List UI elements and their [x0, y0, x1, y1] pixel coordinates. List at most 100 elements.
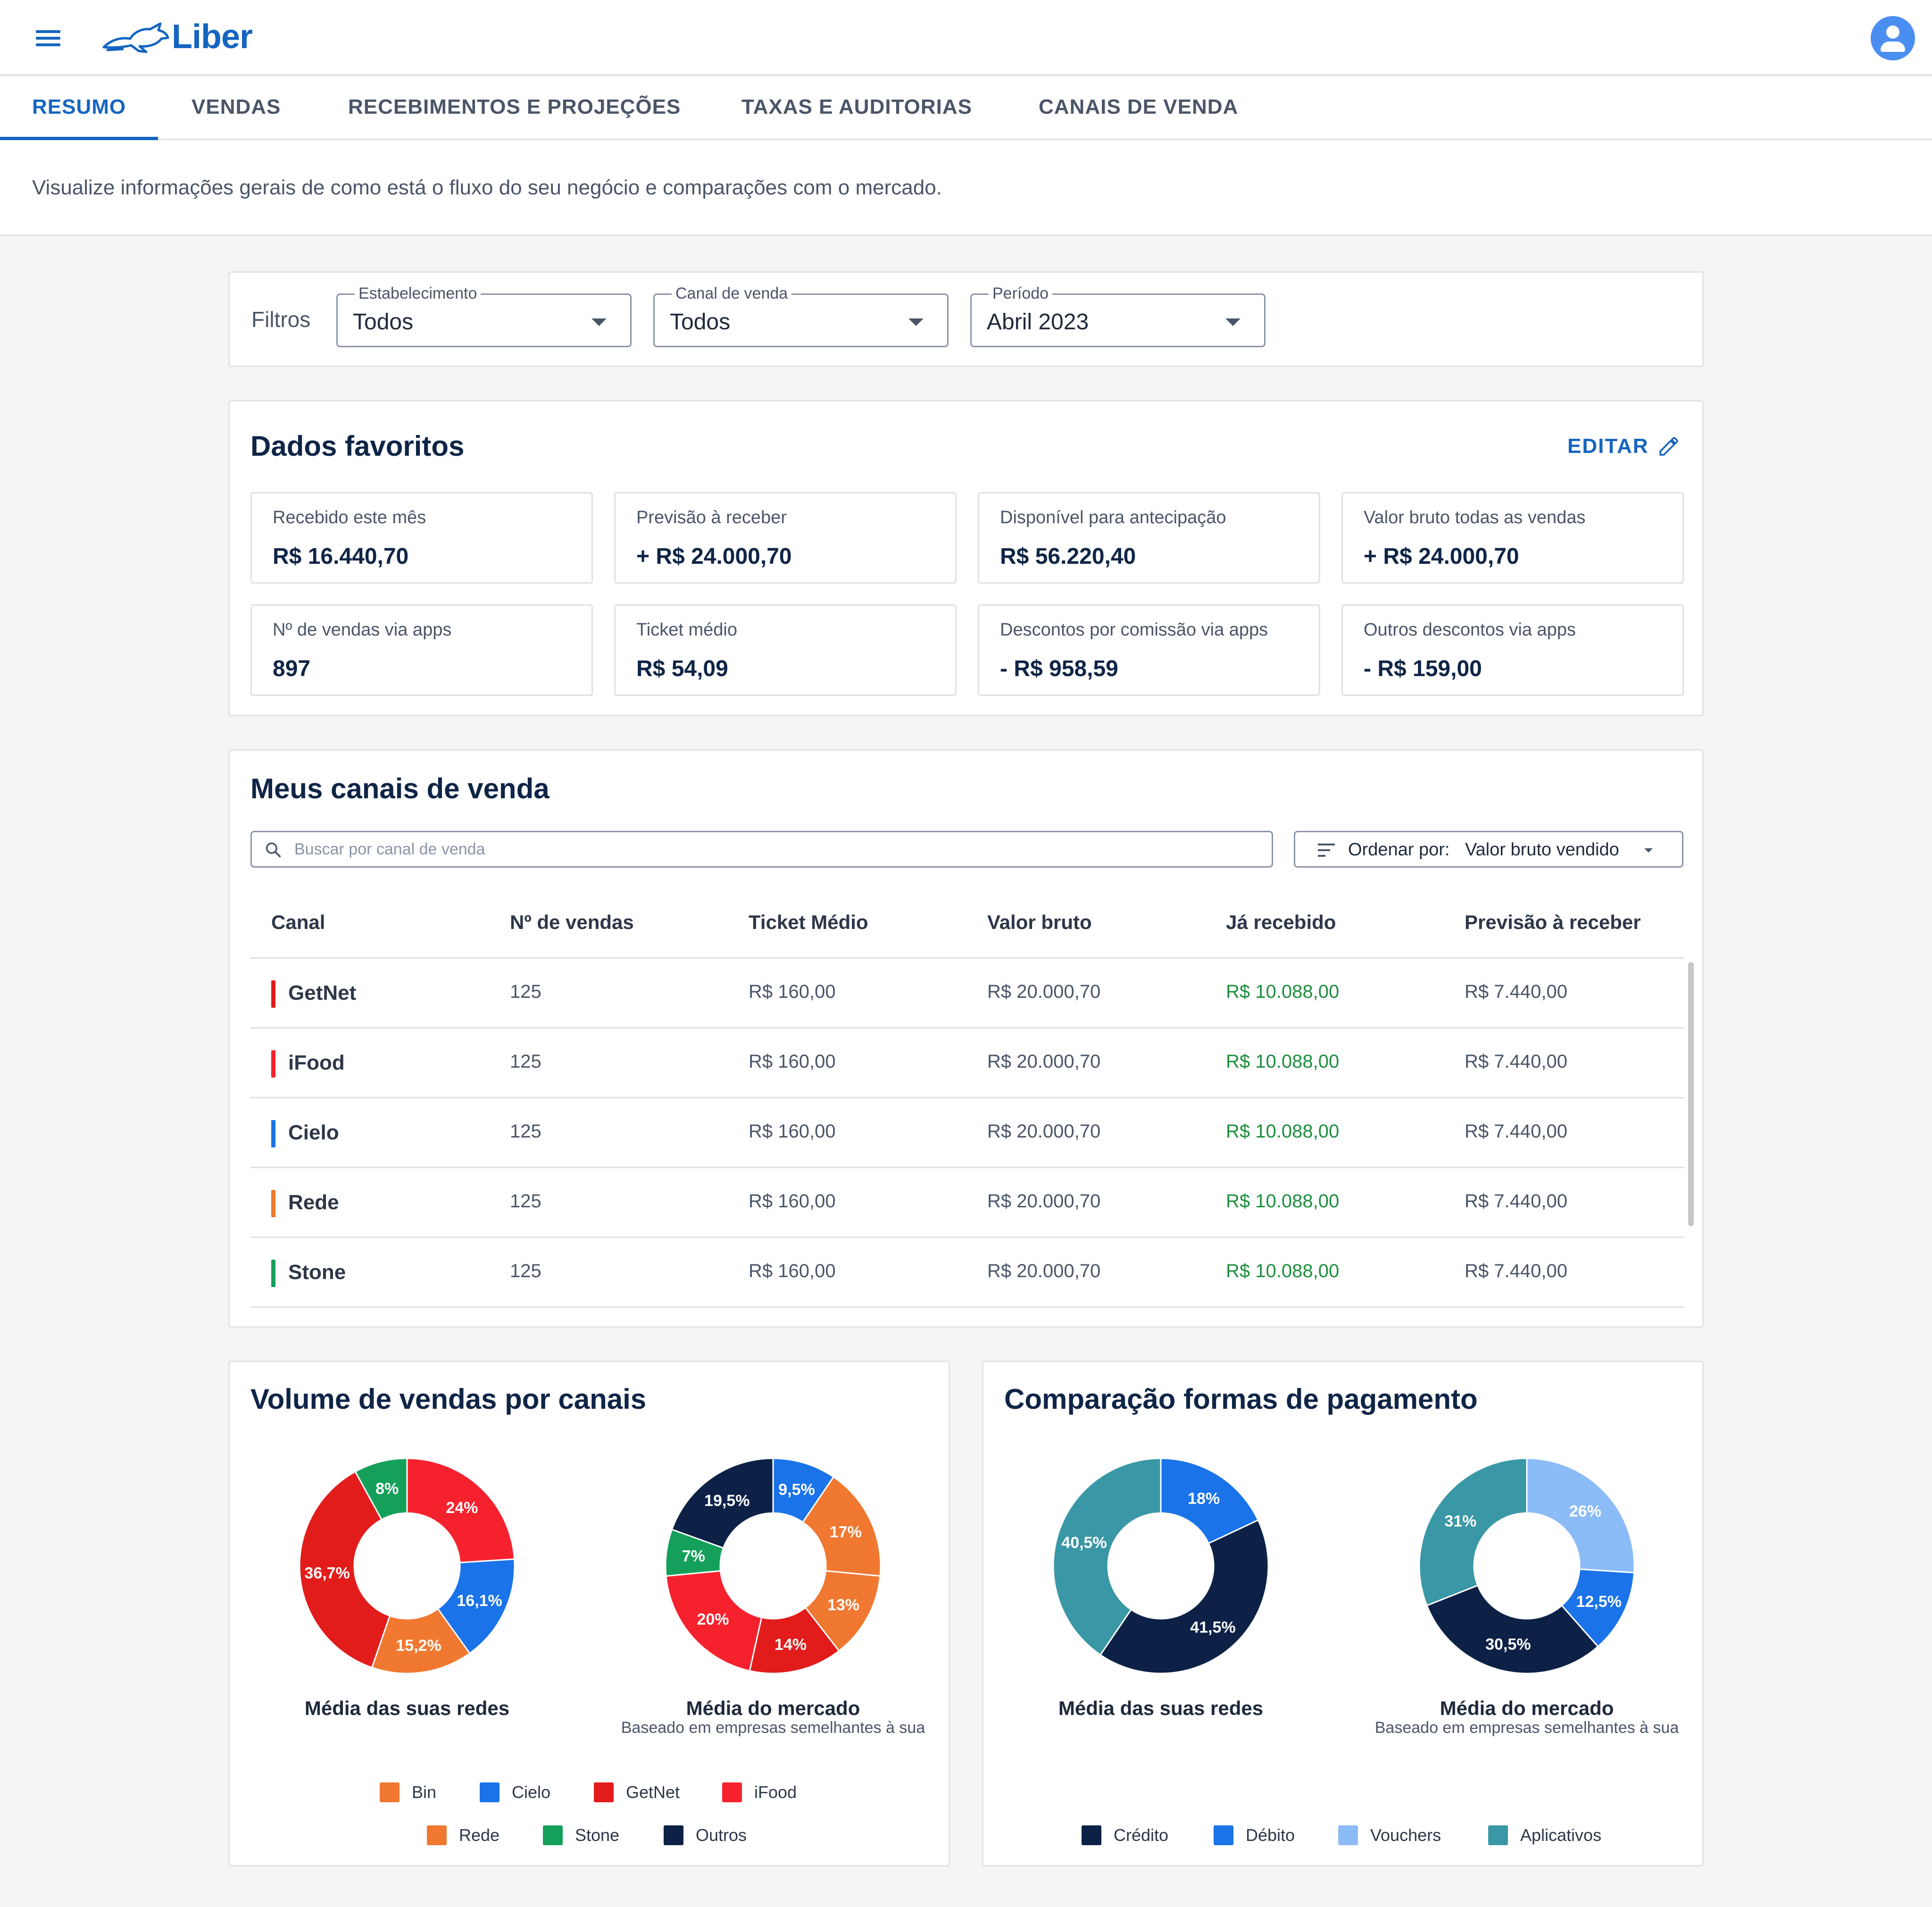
donut-slice[interactable] — [1426, 1584, 1599, 1674]
donut-slice[interactable] — [1099, 1519, 1269, 1674]
column-header[interactable]: Já recebido — [1226, 911, 1336, 933]
page-description: Visualize informações gerais de como est… — [32, 176, 942, 199]
menu-icon[interactable] — [36, 30, 60, 46]
cell-ticket: R$ 160,00 — [749, 1191, 836, 1212]
channel-search[interactable] — [250, 831, 1273, 868]
donut-slice[interactable] — [801, 1476, 882, 1577]
search-input[interactable] — [294, 839, 1238, 860]
tab-recebimentos[interactable]: RECEBIMENTOS E PROJEÇÕES — [348, 95, 681, 118]
brand-name: Liber — [172, 18, 253, 56]
table-row[interactable]: Rede 125 R$ 160,00 R$ 20.000,70 R$ 10.088,00… — [250, 1168, 1684, 1238]
legend-item: GetNet — [594, 1782, 680, 1802]
slice-label: 19,5% — [704, 1492, 749, 1510]
filters-card: Filtros Estabelecimento Todos Canal de v… — [228, 271, 1704, 367]
legend-swatch — [427, 1825, 447, 1845]
stat-label: Outros descontos via apps — [1364, 620, 1576, 640]
cell-received: R$ 10.088,00 — [1226, 1121, 1340, 1142]
donut-slice[interactable] — [671, 1457, 774, 1549]
donut-slice[interactable] — [406, 1457, 516, 1564]
slice-label: 36,7% — [304, 1564, 350, 1582]
table-row[interactable]: Cielo 125 R$ 160,00 R$ 20.000,70 R$ 10.088,0… — [250, 1098, 1684, 1168]
legend-item: Cielo — [480, 1782, 550, 1802]
legend-label: Cielo — [512, 1782, 551, 1802]
legend-label: Bin — [412, 1782, 437, 1802]
donut-slice[interactable] — [1418, 1457, 1528, 1606]
column-header[interactable]: Valor bruto — [987, 911, 1092, 933]
stat-value: R$ 54,09 — [636, 656, 728, 681]
cell-gross: R$ 20.000,70 — [987, 981, 1101, 1002]
stat-forecast: Previsão à receber + R$ 24.000,70 — [614, 492, 957, 584]
tab-taxas[interactable]: TAXAS E AUDITORIAS — [741, 95, 973, 118]
filter-legend: Estabelecimento — [355, 284, 481, 303]
column-header[interactable]: Previsão à receber — [1465, 911, 1641, 933]
stat-label: Disponível para antecipação — [1000, 508, 1226, 527]
donut-slice[interactable] — [665, 1570, 763, 1672]
donut-slice[interactable] — [1526, 1457, 1635, 1573]
cell-gross: R$ 20.000,70 — [987, 1121, 1101, 1142]
tab-resumo[interactable]: RESUMO — [0, 77, 158, 140]
legend-swatch — [664, 1825, 683, 1845]
volume-chart-card: Volume de vendas por canais 24% 16,1% 15,2… — [228, 1361, 950, 1866]
cell-sales: 125 — [510, 1261, 541, 1281]
filter-channel[interactable]: Canal de venda Todos — [653, 284, 949, 347]
legend-label: Aplicativos — [1520, 1825, 1602, 1845]
cell-forecast: R$ 7.440,00 — [1465, 981, 1567, 1002]
stat-value: 897 — [273, 656, 311, 681]
legend-label: iFood — [754, 1782, 797, 1802]
slice-label: 26% — [1569, 1503, 1601, 1521]
donut-slice[interactable] — [1052, 1457, 1162, 1656]
volume-own-donut: 24% 16,1% 15,2% 36,7% 8% — [299, 1457, 516, 1674]
user-avatar-icon[interactable] — [1871, 16, 1915, 60]
legend-swatch — [543, 1825, 563, 1845]
donut-slice[interactable] — [1560, 1568, 1635, 1648]
volume-market-donut: 9,5% 17% 13% 14% 20% 7% 19,5% — [665, 1457, 882, 1674]
edit-button[interactable]: EDITAR — [1567, 435, 1680, 458]
donut-slice[interactable] — [354, 1457, 408, 1521]
legend-label: Rede — [459, 1825, 500, 1845]
filter-legend: Canal de venda — [672, 284, 792, 303]
legend-swatch — [380, 1782, 400, 1802]
cell-sales: 125 — [510, 1121, 541, 1142]
filter-period[interactable]: Período Abril 2023 — [970, 284, 1266, 347]
slice-label: 9,5% — [778, 1481, 815, 1499]
stat-value: R$ 16.440,70 — [273, 544, 409, 569]
legend-swatch — [480, 1782, 500, 1802]
donut-slice[interactable] — [299, 1471, 391, 1669]
favorites-title: Dados favoritos — [250, 430, 465, 462]
volume-chart-title: Volume de vendas por canais — [250, 1383, 647, 1415]
table-header-divider — [250, 957, 1684, 959]
table-row[interactable]: GetNet 125 R$ 160,00 R$ 20.000,70 R$ 10.088,… — [250, 959, 1684, 1029]
column-header[interactable]: Ticket Médio — [749, 911, 868, 933]
column-header[interactable]: Nº de vendas — [510, 911, 634, 933]
table-scrollbar[interactable] — [1688, 962, 1694, 1226]
filter-legend: Período — [989, 284, 1053, 303]
table-row[interactable]: Stone 125 R$ 160,00 R$ 20.000,70 R$ 10.088,0… — [250, 1238, 1684, 1308]
tab-canais[interactable]: CANAIS DE VENDA — [1039, 95, 1239, 118]
legend-item: Crédito — [1082, 1825, 1168, 1845]
donut-slice[interactable] — [371, 1607, 471, 1674]
main-tabs: RESUMO VENDAS RECEBIMENTOS E PROJEÇÕES T… — [0, 77, 1932, 140]
sort-dropdown[interactable]: Ordenar por: Valor bruto vendido — [1294, 831, 1683, 868]
donut-slice[interactable] — [1160, 1457, 1259, 1545]
stat-app-sales-count: Nº de vendas via apps 897 — [250, 604, 593, 696]
stat-gross-all-sales: Valor bruto todas as vendas + R$ 24.000,… — [1341, 492, 1684, 584]
table-row[interactable]: iFood 125 R$ 160,00 R$ 20.000,70 R$ 10.088,0… — [250, 1029, 1684, 1098]
legend-swatch — [1488, 1825, 1508, 1845]
logo[interactable]: Liber — [101, 18, 253, 56]
slice-label: 18% — [1188, 1489, 1220, 1507]
own-average-label: Média das suas redes — [304, 1697, 510, 1719]
legend-swatch — [594, 1782, 614, 1802]
legend-item: Rede — [427, 1825, 500, 1845]
stat-label: Ticket médio — [636, 620, 737, 640]
channel-color-bar — [271, 980, 275, 1008]
stat-label: Recebido este mês — [273, 508, 426, 527]
filter-establishment[interactable]: Estabelecimento Todos — [336, 284, 632, 347]
cell-received: R$ 10.088,00 — [1226, 1261, 1340, 1281]
tab-vendas[interactable]: VENDAS — [192, 95, 281, 118]
slice-label: 40,5% — [1061, 1534, 1107, 1552]
column-header[interactable]: Canal — [271, 911, 325, 933]
pencil-icon — [1659, 437, 1678, 456]
cell-sales: 125 — [510, 1051, 541, 1072]
cell-sales: 125 — [510, 1191, 541, 1212]
donut-slice[interactable] — [437, 1558, 516, 1655]
